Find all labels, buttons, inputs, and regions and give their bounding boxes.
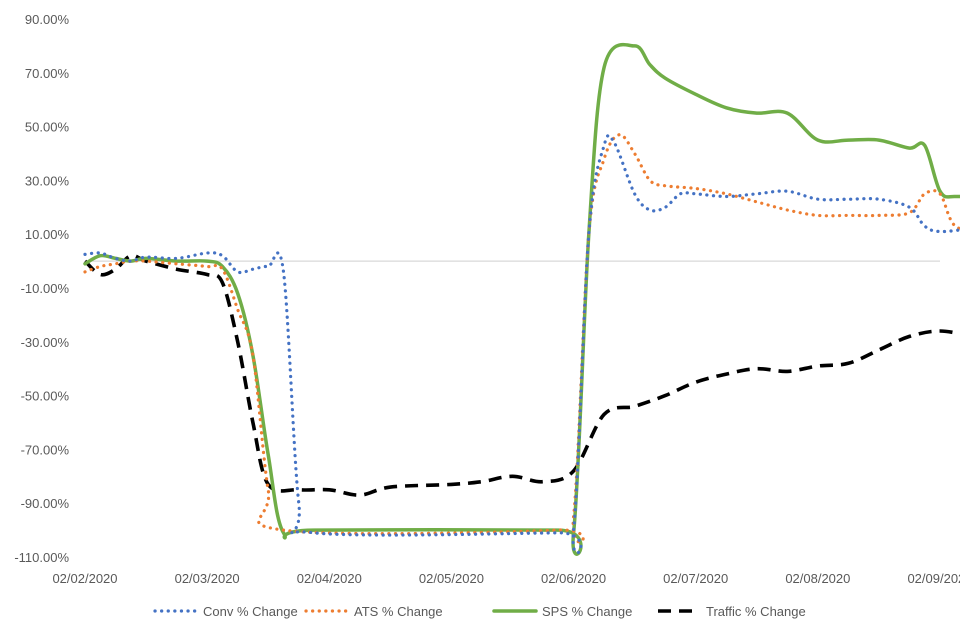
legend-label: ATS % Change	[354, 604, 443, 619]
series-line-traffic	[83, 253, 960, 497]
y-tick-label: -110.00%	[14, 550, 69, 565]
series-line-ats	[83, 133, 960, 544]
legend-label: Traffic % Change	[706, 604, 806, 619]
y-axis: 90.00% 70.00% 50.00% 30.00% 10.00% -10.00% -30…	[14, 12, 69, 565]
y-tick-label: -30.00%	[21, 335, 70, 350]
y-tick-label: 30.00%	[25, 173, 70, 188]
legend-label: SPS % Change	[542, 604, 632, 619]
y-tick-label: 70.00%	[25, 66, 70, 81]
y-tick-label: -90.00%	[21, 496, 70, 511]
legend-label: Conv % Change	[203, 604, 298, 619]
series-group	[83, 42, 960, 556]
y-tick-label: -50.00%	[21, 389, 70, 404]
legend: Conv % Change ATS % Change SPS % Change Tra…	[153, 604, 806, 619]
series-line-sps	[83, 42, 960, 556]
x-tick-label: 02/03/2020	[175, 571, 240, 586]
x-tick-label: 02/06/2020	[541, 571, 606, 586]
x-tick-label: 02/07/2020	[663, 571, 728, 586]
y-tick-label: -70.00%	[21, 442, 70, 457]
x-axis: 02/02/2020 02/03/2020 02/04/2020 02/05/2020…	[52, 571, 960, 586]
x-tick-label: 02/09/2020	[907, 571, 960, 586]
x-tick-label: 02/02/2020	[52, 571, 117, 586]
x-tick-label: 02/05/2020	[419, 571, 484, 586]
series-line-conv	[83, 133, 960, 555]
x-tick-label: 02/08/2020	[785, 571, 850, 586]
x-tick-label: 02/04/2020	[297, 571, 362, 586]
y-tick-label: 90.00%	[25, 12, 70, 27]
y-tick-label: 10.00%	[25, 227, 70, 242]
y-tick-label: 50.00%	[25, 120, 70, 135]
y-tick-label: -10.00%	[21, 281, 70, 296]
